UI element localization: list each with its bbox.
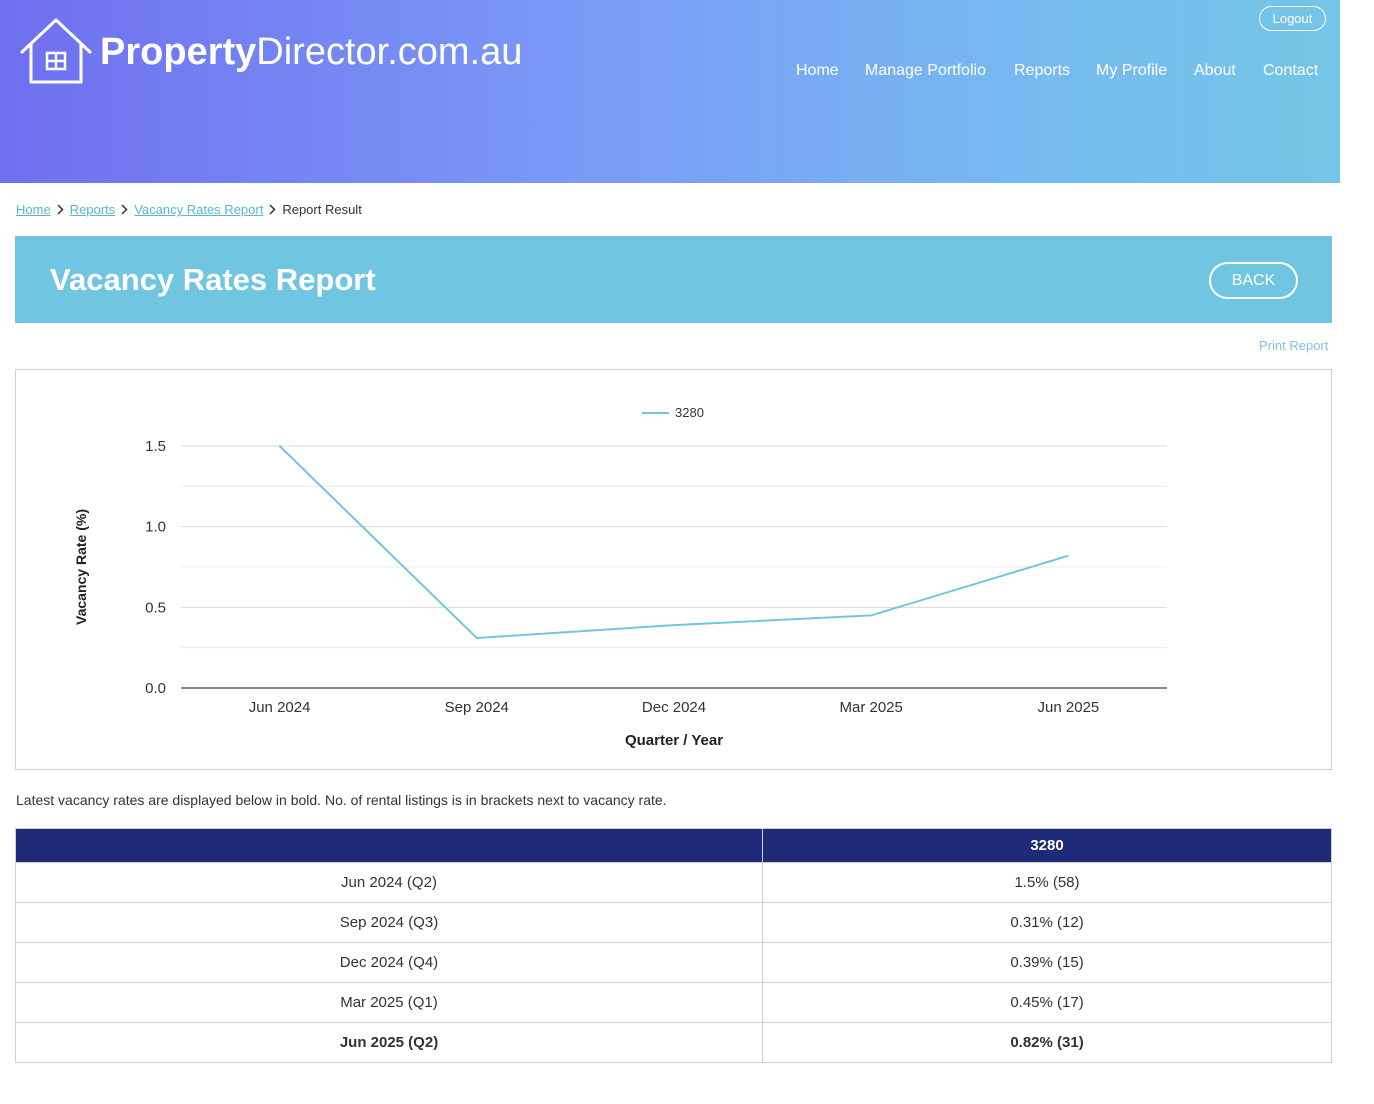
- data-point: [279, 445, 281, 447]
- table-header-row: 3280: [15, 828, 1332, 863]
- series-line-3280: [278, 445, 1069, 640]
- breadcrumb-current: Report Result: [282, 202, 362, 217]
- chevron-right-icon: [269, 204, 276, 215]
- x-tick-label: Dec 2024: [642, 699, 706, 716]
- y-tick-label: 0.0: [145, 680, 166, 697]
- x-tick-label: Mar 2025: [840, 699, 903, 716]
- table-cell-period: Mar 2025 (Q1): [15, 982, 763, 1023]
- chevron-right-icon: [57, 204, 64, 215]
- nav-contact[interactable]: Contact: [1263, 62, 1319, 79]
- nav-reports[interactable]: Reports: [1014, 62, 1071, 79]
- vacancy-table: 3280 Jun 2024 (Q2) 1.5% (58) Sep 2024 (Q3)…: [15, 828, 1332, 1063]
- table-cell-value: 0.82% (31): [762, 1022, 1332, 1063]
- print-report-link[interactable]: Print Report: [1259, 338, 1329, 353]
- report-title-bar: Vacancy Rates Report BACK: [15, 236, 1332, 323]
- table-row: Mar 2025 (Q1) 0.45% (17): [15, 982, 1332, 1023]
- nav-manage-portfolio[interactable]: Manage Portfolio: [865, 62, 986, 79]
- back-button[interactable]: BACK: [1209, 262, 1298, 299]
- data-point: [673, 624, 675, 626]
- data-point: [1067, 555, 1069, 557]
- y-tick-label: 0.5: [145, 599, 166, 616]
- breadcrumb-vacancy-rates-report[interactable]: Vacancy Rates Report: [134, 202, 264, 217]
- page-title: Vacancy Rates Report: [50, 262, 376, 297]
- logo-text: PropertyDirector.com.au: [100, 31, 523, 73]
- chart-canvas: 0.0 0.5 1.0 1.5 Jun 2024 Sep 2024 Dec 2024 Mar …: [73, 405, 1167, 749]
- table-row: Dec 2024 (Q4) 0.39% (15): [15, 942, 1332, 983]
- y-axis-title: Vacancy Rate (%): [73, 509, 89, 625]
- table-header-postcode: 3280: [762, 828, 1332, 863]
- table-cell-value: 0.39% (15): [762, 942, 1332, 983]
- breadcrumb-home[interactable]: Home: [16, 202, 51, 217]
- table-cell-value: 0.45% (17): [762, 982, 1332, 1023]
- table-cell-period: Dec 2024 (Q4): [15, 942, 763, 983]
- table-header-period: [15, 828, 763, 863]
- main-nav: Home Manage Portfolio Reports My Profile…: [0, 62, 1340, 84]
- table-cell-period: Sep 2024 (Q3): [15, 902, 763, 943]
- breadcrumb: Home Reports Vacancy Rates Report Report…: [16, 202, 362, 217]
- x-tick-label: Jun 2025: [1038, 699, 1100, 716]
- house-icon: [20, 18, 92, 86]
- nav-about[interactable]: About: [1194, 62, 1236, 79]
- x-tick-label: Jun 2024: [249, 699, 311, 716]
- logout-button[interactable]: Logout: [1259, 6, 1326, 31]
- nav-home[interactable]: Home: [796, 62, 839, 79]
- table-row: Sep 2024 (Q3) 0.31% (12): [15, 902, 1332, 943]
- site-header: PropertyDirector.com.au Logout Home Mana…: [0, 0, 1340, 183]
- table-row: Jun 2025 (Q2) 0.82% (31): [15, 1022, 1332, 1063]
- logo[interactable]: PropertyDirector.com.au: [20, 18, 522, 86]
- table-row: Jun 2024 (Q2) 1.5% (58): [15, 862, 1332, 903]
- table-cell-value: 1.5% (58): [762, 862, 1332, 903]
- x-tick-label: Sep 2024: [445, 699, 509, 716]
- chevron-right-icon: [121, 204, 128, 215]
- y-tick-label: 1.5: [145, 438, 166, 455]
- table-note: Latest vacancy rates are displayed below…: [16, 792, 667, 808]
- legend-label: 3280: [675, 405, 704, 420]
- table-cell-period: Jun 2024 (Q2): [15, 862, 763, 903]
- data-point: [476, 637, 478, 639]
- y-tick-label: 1.0: [145, 519, 166, 536]
- data-point: [870, 614, 872, 616]
- breadcrumb-reports[interactable]: Reports: [69, 202, 116, 217]
- table-cell-value: 0.31% (12): [762, 902, 1332, 943]
- nav-my-profile[interactable]: My Profile: [1096, 62, 1168, 79]
- vacancy-chart: 0.0 0.5 1.0 1.5 Jun 2024 Sep 2024 Dec 2024 Mar …: [15, 369, 1332, 770]
- table-cell-period: Jun 2025 (Q2): [15, 1022, 763, 1063]
- x-axis-title: Quarter / Year: [625, 732, 723, 749]
